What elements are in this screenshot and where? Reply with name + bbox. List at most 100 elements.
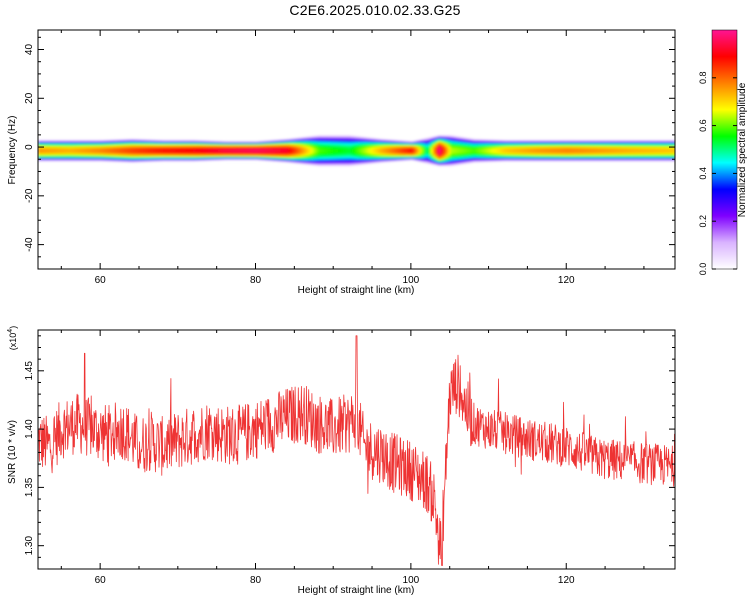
spectrogram-cell — [465, 149, 469, 153]
spectrogram-cell — [335, 148, 339, 153]
spectrogram-cell — [513, 149, 516, 153]
spectrogram-cell — [128, 149, 131, 153]
spectrogram-cell — [478, 149, 481, 153]
colorbar-tick-label: 0.6 — [698, 119, 708, 132]
spectrogram-cell — [253, 149, 256, 153]
spectrogram-cell — [623, 149, 626, 153]
spectrogram-cell — [338, 148, 341, 153]
spectrogram-y-tick-label: -40 — [24, 237, 35, 252]
spectrogram-cell — [580, 149, 584, 153]
spectrogram-cell — [443, 148, 446, 153]
spectrogram-cell — [85, 149, 89, 153]
spectrogram-cell — [430, 148, 434, 153]
spectrogram-cell — [173, 149, 176, 153]
spectrogram-cell — [505, 149, 509, 153]
spectrogram-cell — [93, 149, 96, 153]
spectrogram-cell — [570, 149, 574, 153]
spectrogram-cell — [463, 148, 466, 153]
snr-x-tick-label: 80 — [250, 575, 262, 586]
spectrogram-cell — [420, 149, 424, 153]
spectrogram-cell — [313, 148, 316, 153]
spectrogram-cell — [533, 149, 536, 153]
spectrogram-cell — [280, 149, 284, 153]
spectrogram-cell — [425, 149, 429, 153]
spectrogram-cell — [480, 149, 484, 153]
spectrogram-cell — [58, 149, 61, 153]
colorbar-gradient — [711, 29, 738, 270]
spectrogram-cell — [48, 149, 51, 153]
spectrogram-cell — [283, 149, 286, 153]
spectrogram-cell — [600, 149, 604, 153]
snr-y-axis-label: SNR (10 * v/v) — [7, 420, 18, 484]
spectrogram-cell — [305, 148, 309, 153]
spectrogram-cell — [390, 149, 394, 153]
spectrogram-cell — [563, 149, 566, 153]
spectrogram-cell — [370, 149, 374, 153]
spectrogram-cell — [448, 148, 451, 153]
spectrogram-cell — [65, 149, 69, 153]
spectrogram-cell — [458, 148, 461, 153]
spectrogram-cell — [353, 148, 356, 153]
spectrogram-cell — [103, 149, 106, 153]
spectrogram-cell — [60, 149, 64, 153]
spectrogram-cell — [318, 148, 321, 153]
spectrogram-cell — [468, 149, 471, 153]
snr-y-multiplier-base: (x10 — [8, 333, 18, 351]
snr-panel: 60 80 100 120 1.30 1.35 1.40 1.45 Height of str… — [7, 326, 676, 596]
spectrogram-cell — [165, 149, 169, 153]
spectrogram-cell — [490, 149, 494, 153]
spectrogram-cell — [53, 149, 56, 153]
spectrogram-cell — [275, 149, 279, 153]
spectrogram-cell — [575, 149, 579, 153]
spectrogram-x-tick-label: 80 — [250, 275, 262, 286]
spectrogram-cell — [400, 149, 404, 153]
spectrogram-cell — [115, 149, 119, 153]
spectrogram-cell — [640, 149, 644, 153]
spectrogram-cell — [43, 149, 46, 153]
spectrogram-cell — [618, 149, 621, 153]
spectrogram-cell — [180, 149, 184, 153]
spectrogram-cell — [198, 149, 201, 153]
spectrogram-cell — [375, 149, 379, 153]
spectrogram-cell — [63, 149, 66, 153]
spectrogram-cell — [235, 149, 239, 153]
spectrogram-cell — [278, 149, 281, 153]
snr-x-tick-label: 100 — [403, 575, 420, 586]
spectrogram-cell — [310, 148, 314, 153]
spectrogram-cell — [628, 149, 631, 153]
spectrogram-cell — [643, 149, 646, 153]
spectrogram-cell — [423, 149, 426, 153]
spectrogram-cell — [658, 149, 661, 153]
spectrogram-cell — [603, 149, 606, 153]
spectrogram-cell — [185, 149, 189, 153]
spectrogram-cell — [503, 149, 506, 153]
spectrogram-cell — [525, 149, 529, 153]
spectrogram-cell — [588, 149, 591, 153]
snr-x-tick-label: 60 — [95, 575, 107, 586]
spectrogram-cell — [530, 149, 534, 153]
spectrogram-cell — [453, 148, 456, 153]
colorbar: 0.0 0.2 0.4 0.6 0.8 Normalized spectral ampl… — [698, 29, 748, 275]
spectrogram-cell — [645, 149, 649, 153]
spectrogram-cell — [515, 149, 519, 153]
spectrogram-cell — [413, 149, 416, 153]
spectrogram-cell — [388, 149, 391, 153]
spectrogram-cell — [538, 149, 541, 153]
spectrogram-cell — [230, 149, 234, 153]
spectrogram-cell — [470, 149, 474, 153]
spectrogram-cell — [325, 148, 329, 153]
spectrogram-cell — [145, 149, 149, 153]
spectrogram-cell — [660, 149, 664, 153]
spectrogram-cell — [90, 149, 94, 153]
spectrogram-cell — [178, 149, 181, 153]
spectrogram-cell — [138, 149, 141, 153]
spectrogram-cell — [630, 149, 634, 153]
spectrogram-cell — [213, 149, 216, 153]
spectrogram-cell — [203, 149, 206, 153]
spectrogram-cell — [383, 149, 386, 153]
spectrogram-cell — [483, 149, 486, 153]
spectrogram-cell — [208, 149, 211, 153]
spectrogram-y-tick-label: 40 — [24, 44, 35, 56]
spectrogram-cell — [545, 149, 549, 153]
colorbar-tick-label: 0.2 — [698, 215, 708, 228]
